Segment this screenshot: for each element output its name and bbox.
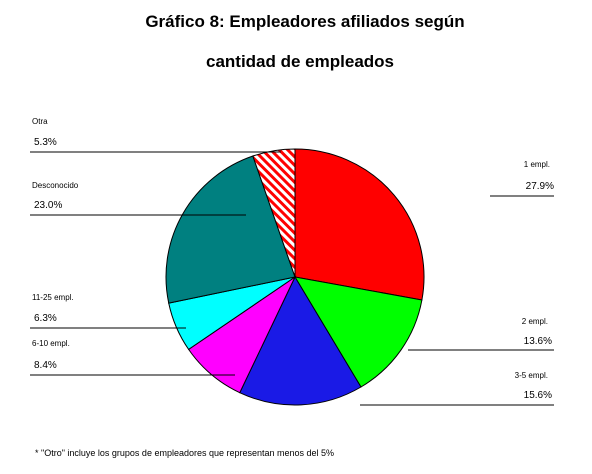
slice-label: 2 empl. xyxy=(522,317,548,326)
pie-slice-3-5-empl xyxy=(239,275,362,406)
pie-slice-1-empl xyxy=(294,148,425,301)
slice-label: 1 empl. xyxy=(524,160,550,169)
slice-percent: 5.3% xyxy=(34,137,57,148)
slice-label: 6-10 empl. xyxy=(32,339,70,348)
slice-label: Desconocido xyxy=(32,181,79,190)
slice-percent: 6.3% xyxy=(34,313,57,324)
slice-percent: 13.6% xyxy=(524,336,552,347)
chart-title-line2: cantidad de empleados xyxy=(206,52,394,71)
pie-slice-otra xyxy=(252,148,296,278)
slice-labels: 1 empl. 27.9% 2 empl. 13.6% 3-5 empl. 15.6% 6-… xyxy=(32,117,554,401)
footnote: * "Otro" incluye los grupos de empleador… xyxy=(35,448,334,458)
slice-label: 3-5 empl. xyxy=(515,371,548,380)
pie-slices xyxy=(165,148,425,406)
chart-title-line1: Gráfico 8: Empleadores afiliados según xyxy=(145,12,464,31)
slice-percent: 8.4% xyxy=(34,360,57,371)
slice-percent: 15.6% xyxy=(524,390,552,401)
pie-slice-2-empl xyxy=(294,276,423,388)
leader-lines xyxy=(30,151,554,406)
slice-percent: 27.9% xyxy=(526,181,554,192)
pie-slice-desconocido xyxy=(165,155,296,304)
slice-label: 11-25 empl. xyxy=(32,293,74,302)
slice-percent: 23.0% xyxy=(34,200,62,211)
slice-label: Otra xyxy=(32,117,48,126)
